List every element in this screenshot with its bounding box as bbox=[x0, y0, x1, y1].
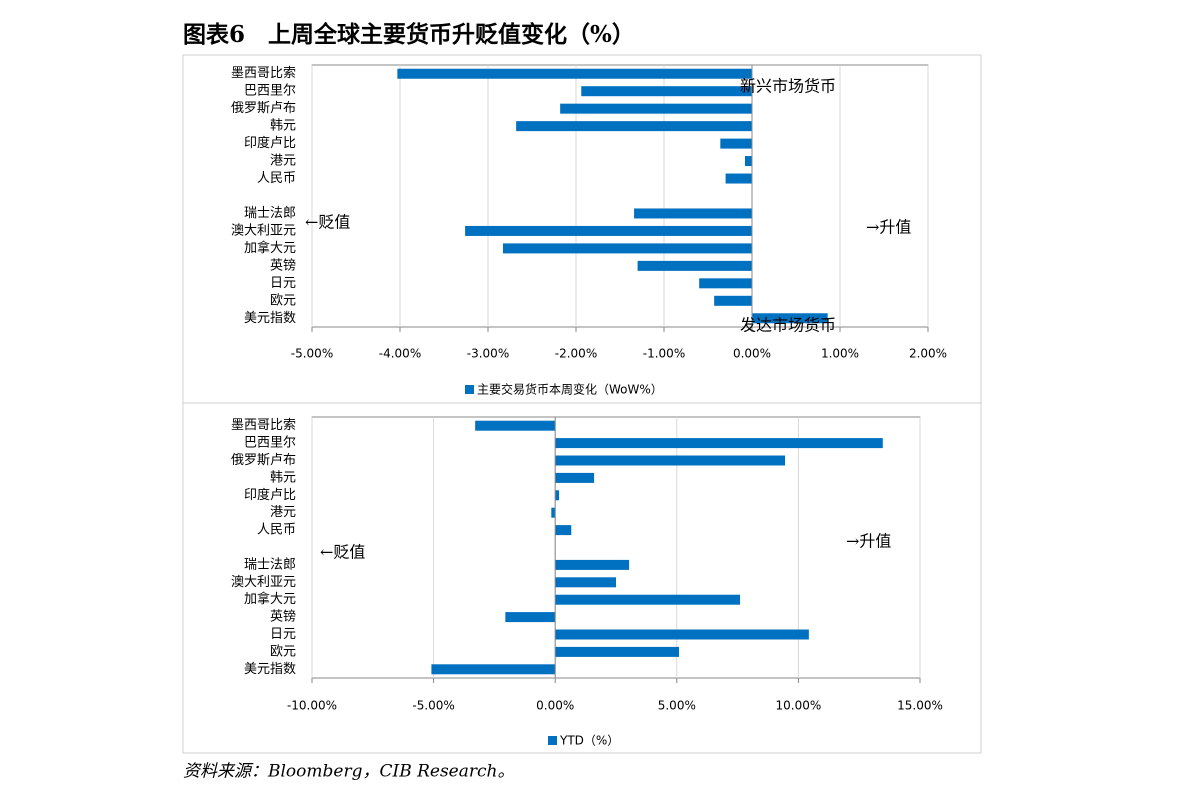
y-tick-label: 印度卢比 bbox=[244, 487, 296, 503]
panel-border bbox=[182, 402, 982, 754]
y-tick-label: 港元 bbox=[270, 505, 296, 520]
x-tick-label: -3.00% bbox=[467, 347, 509, 361]
annotation: ←贬值 bbox=[305, 213, 350, 232]
y-tick-label: 加拿大元 bbox=[244, 591, 296, 607]
y-tick-label: 美元指数 bbox=[244, 662, 296, 677]
y-tick-label: 瑞士法郎 bbox=[244, 557, 296, 572]
bar bbox=[516, 121, 752, 132]
y-tick-label: 日元 bbox=[270, 276, 296, 291]
y-tick-label: 人民币 bbox=[257, 171, 296, 186]
x-tick-label: -5.00% bbox=[291, 347, 333, 361]
x-tick-label: 2.00% bbox=[909, 347, 947, 361]
y-tick-label: 墨西哥比索 bbox=[231, 418, 296, 433]
x-tick-label: -1.00% bbox=[643, 347, 685, 361]
x-tick-label: 1.00% bbox=[821, 347, 859, 361]
bar bbox=[475, 420, 556, 431]
source-note: 资料来源：Bloomberg，CIB Research。 bbox=[183, 762, 514, 782]
bar bbox=[397, 68, 752, 79]
bar bbox=[555, 559, 630, 570]
x-tick-label: -5.00% bbox=[412, 699, 454, 713]
y-tick-label: 巴西里尔 bbox=[244, 436, 296, 451]
y-tick-label: 澳大利亚元 bbox=[231, 222, 296, 238]
bar bbox=[744, 156, 752, 167]
y-tick-label: 俄罗斯卢布 bbox=[231, 100, 296, 116]
x-tick-label: -2.00% bbox=[555, 347, 597, 361]
bar bbox=[505, 612, 556, 623]
bar bbox=[637, 260, 752, 271]
y-tick-label: 日元 bbox=[270, 627, 296, 642]
x-tick-label: 10.00% bbox=[776, 699, 822, 713]
bar bbox=[555, 594, 741, 605]
bar bbox=[555, 646, 679, 657]
y-tick-label: 欧元 bbox=[270, 293, 296, 308]
y-tick-label: 人民币 bbox=[257, 523, 296, 538]
x-tick-label: 0.00% bbox=[536, 699, 574, 713]
y-tick-label: 印度卢比 bbox=[244, 135, 296, 151]
x-tick-label: -10.00% bbox=[287, 699, 337, 713]
bar bbox=[699, 278, 752, 289]
y-tick-label: 英镑 bbox=[270, 609, 296, 625]
y-tick-label: 韩元 bbox=[270, 119, 296, 134]
y-tick-label: 加拿大元 bbox=[244, 240, 296, 256]
annotation: 新兴市场货币 bbox=[740, 77, 836, 96]
y-tick-label: 墨西哥比索 bbox=[231, 66, 296, 81]
annotation: →升值 bbox=[846, 532, 891, 551]
bar bbox=[560, 103, 752, 114]
y-tick-label: 英镑 bbox=[270, 257, 296, 273]
bar bbox=[555, 577, 616, 588]
legend-label: YTD（%） bbox=[559, 734, 619, 748]
bar bbox=[752, 313, 828, 324]
bar bbox=[714, 295, 752, 306]
bar bbox=[431, 664, 556, 675]
bar bbox=[555, 455, 786, 466]
legend-swatch bbox=[465, 385, 474, 394]
y-tick-label: 俄罗斯卢布 bbox=[231, 452, 296, 468]
x-tick-label: -4.00% bbox=[379, 347, 421, 361]
y-tick-label: 美元指数 bbox=[244, 311, 296, 326]
y-tick-label: 澳大利亚元 bbox=[231, 574, 296, 590]
x-tick-label: 0.00% bbox=[733, 347, 771, 361]
figure-title: 图表6 上周全球主要货币升贬值变化（%） bbox=[183, 21, 635, 48]
x-tick-label: 15.00% bbox=[897, 699, 943, 713]
x-tick-label: 5.00% bbox=[658, 699, 696, 713]
legend-label: 主要交易货币本周变化（WoW%） bbox=[477, 382, 663, 397]
bar bbox=[555, 438, 883, 449]
y-tick-label: 港元 bbox=[270, 154, 296, 169]
annotation: ←贬值 bbox=[320, 543, 365, 562]
y-tick-label: 韩元 bbox=[270, 470, 296, 485]
y-tick-label: 巴西里尔 bbox=[244, 84, 296, 99]
bar bbox=[555, 629, 809, 640]
y-tick-label: 欧元 bbox=[270, 644, 296, 659]
annotation: 发达市场货币 bbox=[740, 316, 836, 335]
bar bbox=[555, 490, 560, 501]
bar bbox=[555, 472, 595, 483]
bar bbox=[551, 507, 556, 518]
annotation: →升值 bbox=[866, 218, 911, 237]
bar bbox=[502, 243, 752, 254]
bar bbox=[465, 225, 752, 236]
bar bbox=[581, 86, 752, 97]
bar bbox=[555, 525, 572, 536]
bar bbox=[725, 173, 752, 184]
bar bbox=[720, 138, 752, 149]
legend-swatch bbox=[548, 736, 557, 745]
y-tick-label: 瑞士法郎 bbox=[244, 206, 296, 221]
bar bbox=[634, 208, 752, 219]
